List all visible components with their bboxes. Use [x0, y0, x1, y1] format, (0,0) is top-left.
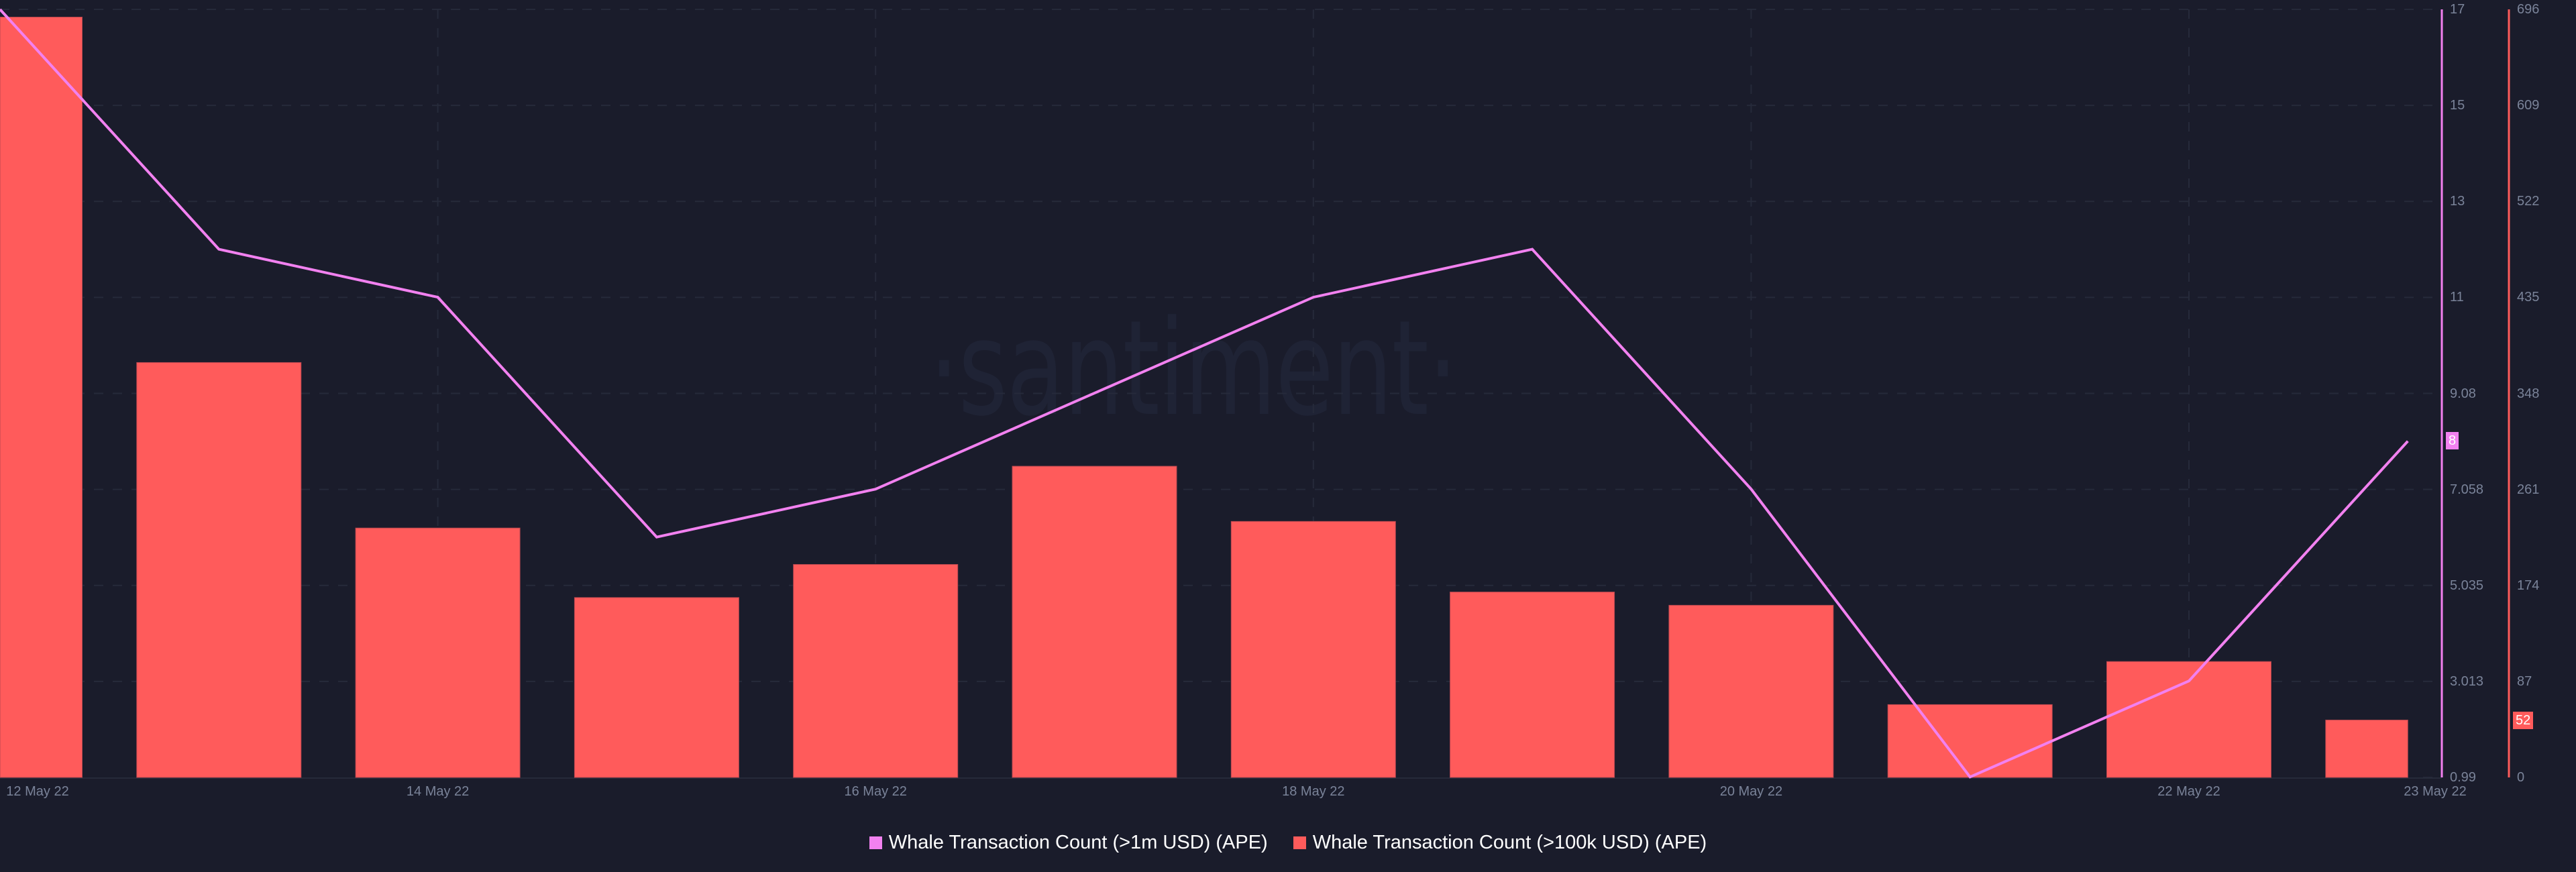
bar-last-value-badge: 52 — [2513, 712, 2534, 730]
right-axis-tick-label: 522 — [2517, 194, 2540, 209]
legend-item-whale-1m[interactable]: Whale Transaction Count (>1m USD) (APE) — [869, 831, 1268, 854]
x-axis-tick-label: 12 May 22 — [6, 784, 69, 799]
line-series — [0, 8, 2409, 779]
right-axis-tick-label: 348 — [2517, 386, 2540, 401]
bar-20-may-22[interactable] — [1668, 604, 1834, 778]
left-axis-tick-label: 9.08 — [2450, 386, 2476, 401]
left-axis-tick-label: 3.013 — [2450, 673, 2484, 689]
bar-19-may-22[interactable] — [1450, 592, 1615, 778]
x-axis-tick-label: 18 May 22 — [1282, 784, 1345, 799]
legend-swatch-icon — [1293, 836, 1306, 849]
line-last-value-badge: 8 — [2446, 431, 2459, 449]
bar-16-may-22[interactable] — [793, 563, 959, 778]
bar-22-may-22[interactable] — [2106, 661, 2271, 778]
left-axis-tick-label: 7.058 — [2450, 482, 2484, 497]
bar-series — [0, 17, 2408, 778]
bar-17-may-22[interactable] — [1012, 466, 1177, 778]
legend-label: Whale Transaction Count (>1m USD) (APE) — [888, 832, 1268, 853]
bar-13-may-22[interactable] — [136, 362, 302, 778]
x-axis-tick-label: 16 May 22 — [844, 784, 907, 799]
right-axis-tick-label: 609 — [2517, 98, 2540, 113]
x-axis-tick-label: 22 May 22 — [2157, 784, 2220, 799]
right-axis-tick-label: 87 — [2517, 673, 2532, 689]
right-axis-tick-label: 0 — [2517, 770, 2525, 785]
bar-12-may-22[interactable] — [0, 17, 83, 778]
left-axis-tick-label: 11 — [2450, 290, 2464, 305]
x-axis-tick-label: 23 May 22 — [2404, 784, 2467, 799]
right-axis-tick-label: 435 — [2517, 290, 2540, 305]
bar-15-may-22[interactable] — [574, 597, 739, 778]
bar-18-may-22[interactable] — [1230, 521, 1396, 778]
x-axis-tick-label: 14 May 22 — [406, 784, 470, 799]
left-axis-tick-label: 13 — [2450, 194, 2465, 209]
bar-23-may-22[interactable] — [2325, 719, 2408, 778]
right-axis-tick-label: 696 — [2517, 2, 2540, 17]
legend: Whale Transaction Count (>1m USD) (APE) … — [0, 829, 2576, 856]
left-axis-tick-label: 0.99 — [2450, 770, 2476, 785]
right-axis-tick-label: 261 — [2517, 482, 2540, 497]
legend-item-whale-100k[interactable]: Whale Transaction Count (>100k USD) (APE… — [1293, 831, 1707, 854]
x-axis-tick-label: 20 May 22 — [1719, 784, 1783, 799]
legend-label: Whale Transaction Count (>100k USD) (APE… — [1312, 832, 1707, 853]
bar-21-may-22[interactable] — [1887, 704, 2053, 778]
right-axis-tick-label: 174 — [2517, 578, 2540, 593]
axes — [2440, 9, 2510, 777]
left-axis-tick-label: 5.035 — [2450, 578, 2484, 593]
bar-14-may-22[interactable] — [355, 527, 521, 778]
santiment-watermark: ·santiment· — [929, 292, 1458, 445]
legend-swatch-icon — [869, 836, 882, 849]
left-axis-tick-label: 15 — [2450, 98, 2465, 113]
left-axis-tick-label: 17 — [2450, 2, 2465, 17]
